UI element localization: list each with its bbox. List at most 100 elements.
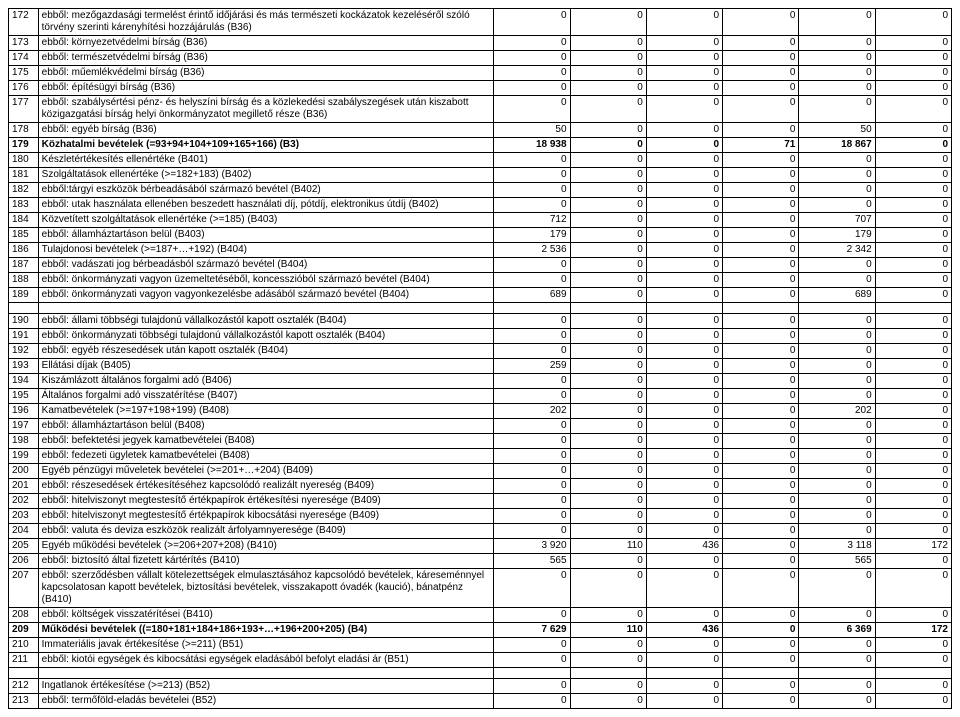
value-cell: 0 <box>723 123 799 138</box>
value-cell: 0 <box>646 679 722 694</box>
value-cell: 0 <box>570 81 646 96</box>
value-cell: 0 <box>723 434 799 449</box>
value-cell: 0 <box>799 273 875 288</box>
row-description: Egyéb működési bevételek (>=206+207+208)… <box>38 539 494 554</box>
value-cell: 0 <box>646 524 722 539</box>
value-cell: 18 867 <box>799 138 875 153</box>
value-cell: 0 <box>799 569 875 608</box>
value-cell: 0 <box>875 389 951 404</box>
spacer-cell <box>494 303 570 314</box>
value-cell: 0 <box>723 9 799 36</box>
value-cell: 0 <box>646 509 722 524</box>
table-row: 184Közvetített szolgáltatások ellenérték… <box>9 213 952 228</box>
value-cell: 707 <box>799 213 875 228</box>
value-cell: 0 <box>494 314 570 329</box>
table-row: 202ebből: hitelviszonyt megtestesítő ért… <box>9 494 952 509</box>
row-number: 208 <box>9 608 39 623</box>
value-cell: 0 <box>723 288 799 303</box>
table-row: 174ebből: természetvédelmi bírság (B36)0… <box>9 51 952 66</box>
value-cell: 0 <box>570 153 646 168</box>
value-cell: 0 <box>646 344 722 359</box>
row-description: ebből: államháztartáson belül (B408) <box>38 419 494 434</box>
row-number: 199 <box>9 449 39 464</box>
spacer-cell <box>799 303 875 314</box>
value-cell: 0 <box>646 273 722 288</box>
row-description: ebből: részesedések értékesítéséhez kapc… <box>38 479 494 494</box>
value-cell: 0 <box>570 138 646 153</box>
table-row: 200Egyéb pénzügyi műveletek bevételei (>… <box>9 464 952 479</box>
table-row: 179Közhatalmi bevételek (=93+94+104+109+… <box>9 138 952 153</box>
value-cell: 0 <box>570 66 646 81</box>
value-cell: 0 <box>875 419 951 434</box>
row-number: 209 <box>9 623 39 638</box>
spacer-cell <box>38 668 494 679</box>
value-cell: 0 <box>723 314 799 329</box>
value-cell: 3 118 <box>799 539 875 554</box>
value-cell: 0 <box>570 213 646 228</box>
value-cell: 0 <box>875 213 951 228</box>
value-cell: 0 <box>494 96 570 123</box>
value-cell: 0 <box>646 638 722 653</box>
value-cell: 0 <box>570 198 646 213</box>
spacer-cell <box>723 668 799 679</box>
spacer-cell <box>799 668 875 679</box>
row-description: ebből: környezetvédelmi bírság (B36) <box>38 36 494 51</box>
table-row: 177ebből: szabálysértési pénz- és helysz… <box>9 96 952 123</box>
row-number: 173 <box>9 36 39 51</box>
value-cell: 0 <box>799 494 875 509</box>
value-cell: 0 <box>875 694 951 709</box>
row-number: 205 <box>9 539 39 554</box>
value-cell: 0 <box>723 168 799 183</box>
spacer-cell <box>875 303 951 314</box>
value-cell: 0 <box>723 66 799 81</box>
value-cell: 0 <box>494 569 570 608</box>
value-cell: 0 <box>570 258 646 273</box>
value-cell: 0 <box>875 494 951 509</box>
value-cell: 0 <box>570 374 646 389</box>
table-row: 208ebből: költségek visszatérítései (B41… <box>9 608 952 623</box>
value-cell: 0 <box>875 479 951 494</box>
value-cell: 0 <box>494 494 570 509</box>
table-row: 211ebből: kiotói egységek és kibocsátási… <box>9 653 952 668</box>
spacer-cell <box>723 303 799 314</box>
table-row: 176ebből: építésügyi bírság (B36)000000 <box>9 81 952 96</box>
row-description: ebből: egyéb részesedések után kapott os… <box>38 344 494 359</box>
value-cell: 0 <box>799 419 875 434</box>
value-cell: 0 <box>723 51 799 66</box>
value-cell: 0 <box>875 123 951 138</box>
value-cell: 0 <box>646 123 722 138</box>
value-cell: 0 <box>570 638 646 653</box>
value-cell: 0 <box>494 51 570 66</box>
value-cell: 0 <box>875 228 951 243</box>
value-cell: 0 <box>494 81 570 96</box>
table-row: 193Ellátási díjak (B405)25900000 <box>9 359 952 374</box>
value-cell: 0 <box>494 329 570 344</box>
value-cell: 0 <box>799 524 875 539</box>
value-cell: 0 <box>646 168 722 183</box>
row-description: ebből: fedezeti ügyletek kamatbevételei … <box>38 449 494 464</box>
value-cell: 689 <box>799 288 875 303</box>
value-cell: 0 <box>646 464 722 479</box>
value-cell: 0 <box>875 153 951 168</box>
value-cell: 0 <box>875 198 951 213</box>
value-cell: 0 <box>646 258 722 273</box>
value-cell: 565 <box>494 554 570 569</box>
table-row: 178ebből: egyéb bírság (B36)50000500 <box>9 123 952 138</box>
row-description: ebből: önkormányzati többségi tulajdonú … <box>38 329 494 344</box>
row-description: ebből: önkormányzati vagyon vagyonkezelé… <box>38 288 494 303</box>
value-cell: 0 <box>799 374 875 389</box>
value-cell: 0 <box>875 273 951 288</box>
row-number: 174 <box>9 51 39 66</box>
value-cell: 0 <box>799 198 875 213</box>
value-cell: 0 <box>570 494 646 509</box>
value-cell: 0 <box>646 479 722 494</box>
table-row: 188ebből: önkormányzati vagyon üzemeltet… <box>9 273 952 288</box>
value-cell: 0 <box>646 554 722 569</box>
value-cell: 0 <box>494 419 570 434</box>
row-number: 193 <box>9 359 39 374</box>
value-cell: 0 <box>799 679 875 694</box>
row-description: Ellátási díjak (B405) <box>38 359 494 374</box>
value-cell: 0 <box>570 36 646 51</box>
table-row: 191ebből: önkormányzati többségi tulajdo… <box>9 329 952 344</box>
value-cell: 436 <box>646 539 722 554</box>
